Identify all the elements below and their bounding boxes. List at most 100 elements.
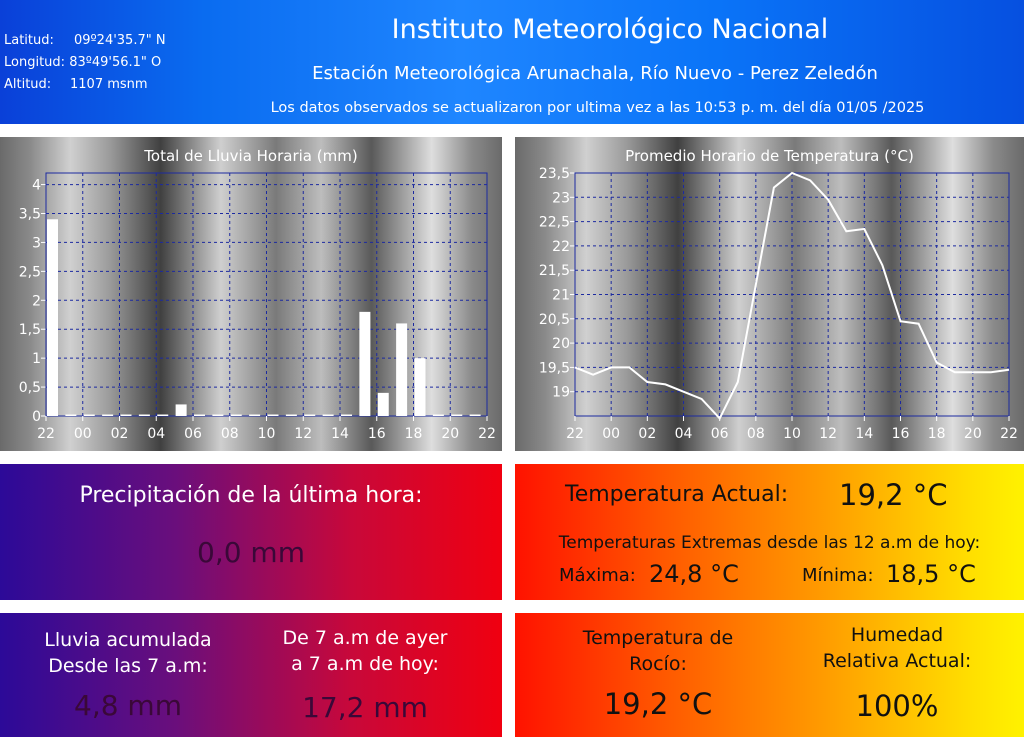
humidity-value: 100% <box>855 689 939 723</box>
rain-ytick-label: 1,5 <box>19 322 41 338</box>
rain-bar <box>267 414 279 416</box>
rain-bar <box>469 414 481 416</box>
rain-ytick-label: 3,5 <box>19 207 41 223</box>
temp-ytick-label: 23,5 <box>539 166 570 182</box>
rain-xtick-label: 18 <box>405 426 423 442</box>
temp-xtick-label: 10 <box>783 426 801 442</box>
temp-ytick-label: 19,5 <box>539 360 570 376</box>
rain-xtick-label: 20 <box>441 426 459 442</box>
rain-bar <box>249 414 261 416</box>
rain-bar <box>304 414 316 416</box>
rain-xtick-label: 22 <box>478 426 496 442</box>
current-temp-label: Temperatura Actual: <box>565 482 789 507</box>
dew-point-label-line2: Rocío: <box>629 653 687 675</box>
rain-bar <box>175 404 187 416</box>
temp-series-line <box>574 171 1010 421</box>
temp-xtick-label: 20 <box>964 426 982 442</box>
temp-xtick-label: 12 <box>819 426 837 442</box>
day-rain-value: 17,2 mm <box>302 691 428 724</box>
rain-bar <box>322 414 334 416</box>
rain-ytick-label: 3 <box>32 235 41 251</box>
update-time: 10:53 p. m. <box>694 100 779 116</box>
temperature-box: Temperatura Actual: 19,2 °C Temperaturas… <box>515 464 1024 600</box>
precip-last-hour-label: Precipitación de la última hora: <box>79 483 423 508</box>
rain-bar <box>341 414 352 416</box>
rain-chart-title: Total de Lluvia Horaria (mm) <box>144 147 358 165</box>
temp-xtick-label: 08 <box>747 426 765 442</box>
altitude-value: 1107 msnm <box>70 77 148 92</box>
rain-xtick-label: 04 <box>147 426 165 442</box>
rain-chart: 0 0,5 1 1,5 2 2,5 3 3,5 4 22 00 02 04 06 08 10 12 14 16 18 2… <box>19 172 496 442</box>
max-temp-label: Máxima: <box>559 565 636 586</box>
rain-bar <box>102 414 114 416</box>
temp-xtick-label: 02 <box>638 426 656 442</box>
rain-bar <box>83 414 95 416</box>
rain-xtick-label: 16 <box>368 426 386 442</box>
temp-ytick-label: 20,5 <box>539 312 570 328</box>
rain-bar <box>194 414 205 416</box>
acc-rain-value: 4,8 mm <box>74 689 182 722</box>
dew-point-label: Temperatura de Rocío: <box>543 625 773 677</box>
rain-ytick-label: 0,5 <box>19 380 41 396</box>
temp-xtick-label: 16 <box>892 426 910 442</box>
rain-xtick-label: 10 <box>258 426 276 442</box>
rain-bar <box>451 414 463 416</box>
temp-ytick-label: 19 <box>552 385 570 401</box>
humidity-label: Humedad Relativa Actual: <box>787 622 1007 674</box>
humidity-label-line2: Relativa Actual: <box>822 650 972 672</box>
rain-xtick-label: 22 <box>37 426 55 442</box>
rain-xtick-label: 00 <box>74 426 92 442</box>
extremes-label: Temperaturas Extremas desde las 12 a.m d… <box>558 533 981 553</box>
rain-bar <box>212 414 224 416</box>
temp-xtick-label: 18 <box>928 426 946 442</box>
rain-bar <box>359 311 371 416</box>
humidity-label-line1: Humedad <box>850 624 944 646</box>
temp-ytick-label: 22,5 <box>539 215 570 231</box>
altitude-label: Altitud: <box>4 77 52 92</box>
rain-xtick-label: 14 <box>331 426 349 442</box>
temperature-chart-title: Promedio Horario de Temperatura (°C) <box>625 147 914 165</box>
rain-bar <box>432 414 444 416</box>
dew-point-label-line1: Temperatura de <box>582 627 734 649</box>
update-mid: del día <box>782 100 832 116</box>
last-update-text: Los datos observados se actualizaron por… <box>200 100 995 116</box>
precipitation-box: Precipitación de la última hora: 0,0 mm <box>0 464 502 600</box>
update-date: 01/05 /2025 <box>836 100 925 116</box>
rain-bar <box>230 414 242 416</box>
rain-ytick-label: 2 <box>32 293 41 309</box>
rain-xtick-label: 06 <box>184 426 202 442</box>
rain-ytick-label: 4 <box>32 178 41 194</box>
longitude-label: Longitud: <box>4 55 66 70</box>
rain-xtick-label: 12 <box>294 426 312 442</box>
temp-xtick-label: 14 <box>855 426 873 442</box>
dew-humidity-box: Temperatura de Rocío: 19,2 °C Humedad Re… <box>515 613 1024 737</box>
rain-bar <box>65 414 77 416</box>
day-rain-label-line1: De 7 a.m de ayer <box>282 627 448 649</box>
precip-last-hour-value: 0,0 mm <box>197 536 305 569</box>
rain-bar <box>396 323 408 416</box>
rain-xtick-label: 02 <box>111 426 129 442</box>
rain-accumulated-box: Lluvia acumulada Desde las 7 a.m: 4,8 mm… <box>0 613 502 737</box>
temp-ytick-label: 22 <box>552 239 570 255</box>
dew-point-value: 19,2 °C <box>603 687 713 721</box>
temp-ytick-label: 20 <box>552 336 570 352</box>
acc-rain-label-line1: Lluvia acumulada <box>44 629 212 651</box>
acc-rain-label-line2: Desde las 7 a.m: <box>48 655 208 677</box>
longitude-value: 83º49'56.1" O <box>69 55 162 70</box>
temp-xtick-label: 00 <box>602 426 620 442</box>
day-rain-label-line2: a 7 a.m de hoy: <box>291 653 439 675</box>
station-coordinates: Latitud: 09º24'35.7" N Longitud: 83º49'56… <box>4 30 166 96</box>
current-temp-value: 19,2 °C <box>839 478 948 512</box>
latitude-value: 09º24'35.7" N <box>74 33 166 48</box>
temp-xtick-label: 22 <box>566 426 584 442</box>
rain-bar <box>414 358 426 416</box>
rain-bar <box>47 219 58 416</box>
temp-xtick-label: 04 <box>675 426 693 442</box>
header-banner: Latitud: 09º24'35.7" N Longitud: 83º49'56… <box>0 0 1024 124</box>
update-prefix: Los datos observados se actualizaron por… <box>270 100 690 116</box>
rain-ytick-label: 2,5 <box>19 264 41 280</box>
rain-bar <box>285 414 297 416</box>
rain-xtick-label: 08 <box>221 426 239 442</box>
rain-ytick-label: 1 <box>32 351 41 367</box>
temp-ytick-label: 21,5 <box>539 263 570 279</box>
